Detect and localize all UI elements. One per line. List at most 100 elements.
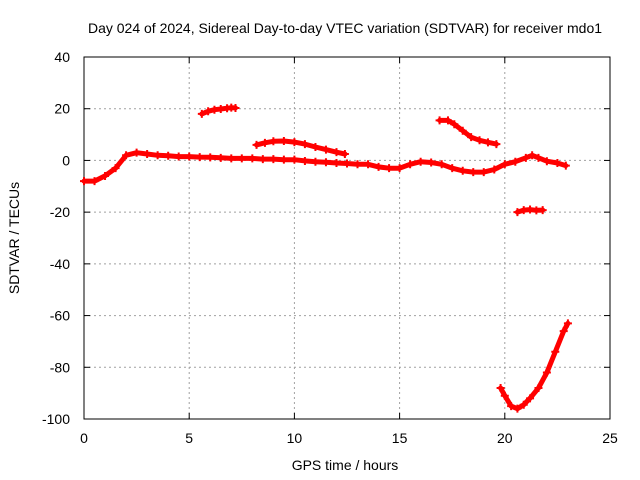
data-point (300, 140, 309, 149)
x-tick-label: 5 (185, 430, 193, 446)
data-point (490, 165, 499, 174)
data-point (197, 109, 206, 118)
data-point (450, 120, 459, 129)
data-point (231, 103, 240, 112)
series-arc-8-12h (252, 137, 349, 158)
data-point (561, 161, 570, 170)
data-point (332, 148, 341, 157)
data-point (90, 177, 99, 186)
data-point (513, 208, 522, 217)
x-tick-label: 0 (80, 430, 88, 446)
data-point (526, 394, 535, 403)
data-point (500, 391, 509, 400)
series-arc-6-7h (197, 103, 240, 118)
data-point (279, 137, 288, 146)
data-point (111, 164, 120, 173)
series-arc-17-19h (435, 116, 501, 149)
data-point (204, 107, 213, 116)
axis-ticks (83, 56, 611, 420)
data-point (374, 162, 383, 171)
data-point (534, 153, 543, 162)
y-tick-label: -60 (50, 308, 70, 324)
y-tick-label: -80 (50, 359, 70, 375)
data-point (511, 157, 520, 166)
data-point (132, 148, 141, 157)
data-point (395, 164, 404, 173)
data-point (311, 142, 320, 151)
data-point (343, 159, 351, 168)
data-point (479, 168, 488, 177)
series-arc-20-23h (496, 319, 572, 413)
x-tick-labels: 0 5 10 15 20 25 (80, 430, 618, 446)
x-axis-label: GPS time / hours (292, 457, 399, 473)
x-tick-label: 15 (392, 430, 408, 446)
data-point (332, 159, 341, 168)
data-point (300, 156, 309, 165)
series-arc-21h (513, 205, 547, 217)
grid-lines (84, 57, 610, 419)
y-tick-label: -40 (50, 256, 70, 272)
data-point (385, 164, 394, 173)
data-point (534, 383, 543, 392)
data-point (248, 154, 257, 163)
data-point (206, 153, 215, 162)
data-point (458, 126, 467, 135)
data-point (279, 155, 288, 164)
data-point (290, 155, 299, 164)
data-point (406, 160, 415, 169)
data-point (492, 140, 501, 149)
series-main-track (80, 148, 570, 186)
data-point (559, 327, 568, 336)
data-point (437, 160, 446, 169)
data-point (260, 138, 269, 147)
data-point (321, 158, 330, 167)
data-point (416, 157, 425, 166)
data-point (467, 133, 476, 142)
data-point (528, 151, 537, 160)
y-tick-label: 40 (54, 49, 70, 65)
data-point (538, 206, 547, 215)
x-tick-label: 20 (497, 430, 513, 446)
data-layer (80, 103, 572, 413)
y-tick-label: -100 (42, 411, 70, 427)
y-tick-label: 20 (54, 101, 70, 117)
data-point (101, 171, 110, 180)
data-point (443, 116, 452, 125)
data-point (563, 319, 572, 328)
data-point (551, 347, 560, 356)
data-point (321, 145, 330, 154)
series-line-arc-8-12h (254, 138, 348, 157)
chart-title: Day 024 of 2024, Sidereal Day-to-day VTE… (88, 20, 602, 36)
series-line-arc-20-23h (498, 320, 571, 412)
y-tick-labels: -100 -80 -60 -40 -20 0 20 40 (42, 49, 70, 427)
data-point (364, 160, 373, 169)
data-point (507, 402, 516, 411)
x-tick-label: 10 (287, 430, 303, 446)
data-point (143, 149, 152, 158)
data-point (521, 153, 530, 162)
data-point (153, 151, 162, 160)
data-point (483, 138, 492, 147)
data-point (448, 164, 457, 173)
data-point (258, 155, 267, 164)
data-point (290, 138, 299, 147)
plot-frame (83, 56, 611, 420)
y-axis-label: SDTVAR / TECUs (6, 182, 22, 294)
data-point (311, 157, 320, 166)
data-point (542, 157, 551, 166)
data-point (340, 149, 349, 158)
data-point (237, 154, 246, 163)
data-point (80, 177, 88, 186)
data-point (469, 168, 478, 177)
data-point (164, 151, 173, 160)
data-point (122, 151, 131, 160)
data-point (435, 116, 444, 125)
data-point (553, 159, 562, 168)
data-point (353, 160, 362, 169)
data-point (427, 158, 436, 167)
x-tick-label: 25 (602, 430, 618, 446)
y-tick-label: -20 (50, 204, 70, 220)
data-point (269, 155, 278, 164)
data-point (542, 368, 551, 377)
